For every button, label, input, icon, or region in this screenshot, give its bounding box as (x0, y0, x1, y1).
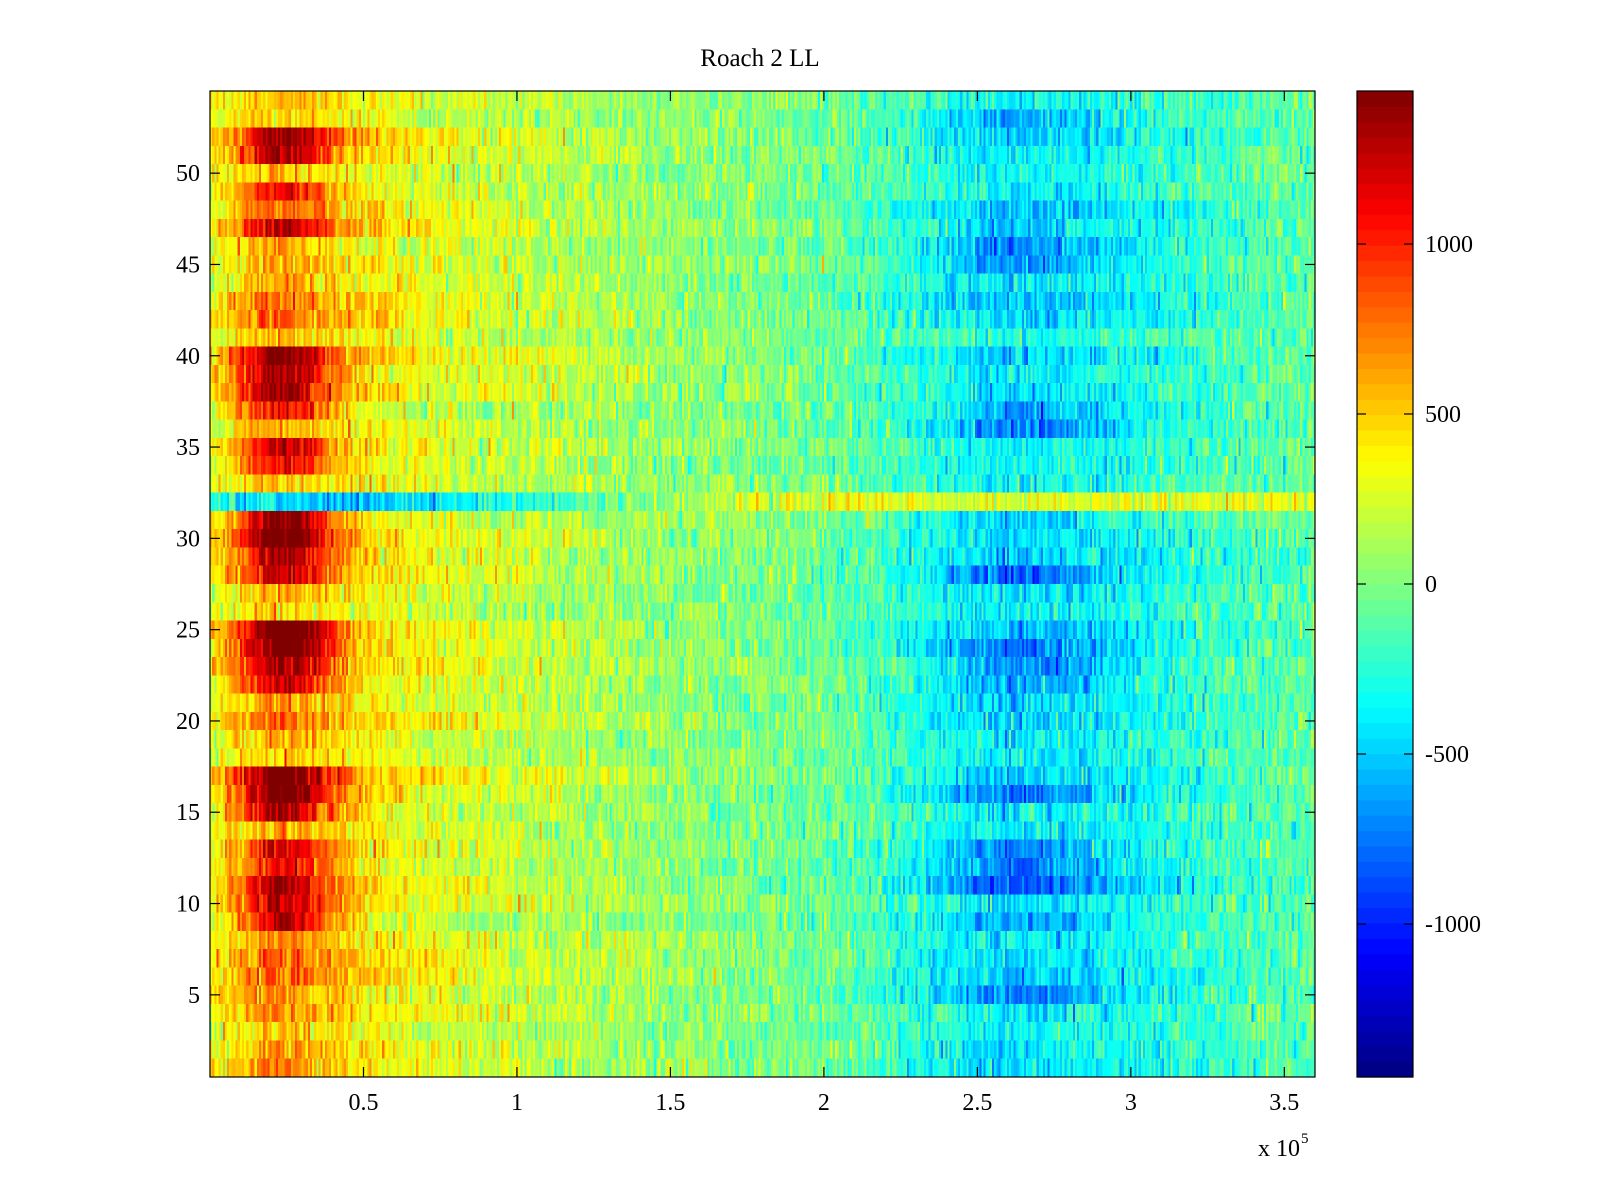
colorbar-swatch (1357, 953, 1413, 970)
colorbar-swatch (1357, 1061, 1413, 1078)
colorbar-swatch (1357, 984, 1413, 1001)
colorbar-swatch (1357, 214, 1413, 231)
x-tick-label: 0.5 (348, 1090, 378, 1116)
colorbar-tick-label: 1000 (1425, 232, 1473, 258)
colorbar-swatch (1357, 768, 1413, 785)
colorbar-swatch (1357, 460, 1413, 477)
colorbar-swatch (1357, 907, 1413, 924)
colorbar-swatch (1357, 245, 1413, 262)
colorbar-swatch (1357, 337, 1413, 354)
y-axis: 5 10 15 20 25 30 35 40 45 50 (176, 161, 1315, 1009)
colorbar-swatch (1357, 815, 1413, 832)
colorbar-swatch (1357, 414, 1413, 431)
colorbar-swatch (1357, 630, 1413, 647)
colorbar-swatch (1357, 306, 1413, 323)
colorbar-swatch (1357, 168, 1413, 185)
x-tick-label: 3 (1125, 1090, 1137, 1116)
colorbar-swatch (1357, 121, 1413, 138)
colorbar-tick-label: -1000 (1425, 912, 1481, 938)
y-tick-label: 35 (176, 435, 200, 461)
x-tick-label: 1.5 (655, 1090, 685, 1116)
colorbar-swatch (1357, 614, 1413, 631)
colorbar-swatch (1357, 922, 1413, 939)
colorbar-swatch (1357, 522, 1413, 539)
y-tick-label: 5 (188, 983, 200, 1009)
colorbar-swatch (1357, 753, 1413, 770)
colorbar-swatch (1357, 260, 1413, 277)
colorbar-swatch (1357, 553, 1413, 570)
colorbar-swatch (1357, 106, 1413, 123)
y-tick-label: 30 (176, 526, 200, 552)
colorbar-swatch (1357, 1015, 1413, 1032)
colorbar-swatch (1357, 322, 1413, 339)
colorbar-tick-label: -500 (1425, 742, 1469, 768)
colorbar-swatch (1357, 429, 1413, 446)
plot-frame (209, 90, 1316, 1078)
y-tick-label: 50 (176, 161, 200, 187)
colorbar-swatch (1357, 599, 1413, 616)
colorbar-tick-label: 0 (1425, 572, 1437, 598)
colorbar-swatch (1357, 183, 1413, 200)
colorbar-swatch (1357, 506, 1413, 523)
colorbar-swatch (1357, 645, 1413, 662)
colorbar-swatch (1357, 137, 1413, 154)
colorbar-swatch (1357, 229, 1413, 246)
colorbar-swatch (1357, 275, 1413, 292)
colorbar-swatch (1357, 399, 1413, 416)
colorbar-swatch (1357, 892, 1413, 909)
colorbar-axis: -1000 -500 0 500 1000 (1357, 232, 1481, 938)
colorbar-swatch (1357, 1046, 1413, 1063)
colorbar-swatch (1357, 198, 1413, 215)
colorbar-swatch (1357, 830, 1413, 847)
colorbar-swatch (1357, 152, 1413, 169)
colorbar-swatch (1357, 445, 1413, 462)
colorbar-swatch (1357, 352, 1413, 369)
colorbar-swatch (1357, 784, 1413, 801)
x-axis-multiplier: x 105 (1258, 1131, 1309, 1162)
colorbar (1357, 91, 1413, 1078)
colorbar-swatch (1357, 738, 1413, 755)
y-tick-label: 20 (176, 709, 200, 735)
colorbar-swatch (1357, 291, 1413, 308)
colorbar-swatch (1357, 568, 1413, 585)
colorbar-swatch (1357, 491, 1413, 508)
x-tick-label: 1 (511, 1090, 523, 1116)
colorbar-swatch (1357, 876, 1413, 893)
colorbar-swatch (1357, 722, 1413, 739)
colorbar-swatch (1357, 368, 1413, 385)
colorbar-swatch (1357, 938, 1413, 955)
colorbar-swatch (1357, 91, 1413, 108)
colorbar-swatch (1357, 383, 1413, 400)
x-tick-label: 2.5 (962, 1090, 992, 1116)
y-tick-label: 40 (176, 344, 200, 370)
heatmap-cells (210, 91, 1315, 1077)
colorbar-swatch (1357, 676, 1413, 693)
colorbar-swatch (1357, 845, 1413, 862)
x-axis-multiplier-exponent: 5 (1301, 1131, 1309, 1147)
y-tick-label: 15 (176, 800, 200, 826)
colorbar-swatch (1357, 691, 1413, 708)
y-tick-label: 10 (176, 892, 200, 918)
colorbar-swatch (1357, 999, 1413, 1016)
colorbar-swatch (1357, 799, 1413, 816)
colorbar-swatch (1357, 661, 1413, 678)
colorbar-swatch (1357, 969, 1413, 986)
x-axis-multiplier-base: x 10 (1258, 1136, 1300, 1162)
colorbar-swatch (1357, 476, 1413, 493)
chart-title: Roach 2 LL (700, 45, 819, 72)
colorbar-tick-label: 500 (1425, 402, 1461, 428)
colorbar-swatch (1357, 861, 1413, 878)
colorbar-swatch (1357, 537, 1413, 554)
y-tick-label: 25 (176, 618, 200, 644)
x-tick-label: 3.5 (1269, 1090, 1299, 1116)
colorbar-swatch (1357, 707, 1413, 724)
y-tick-label: 45 (176, 252, 200, 278)
colorbar-swatch (1357, 1030, 1413, 1047)
heatmap (210, 91, 1315, 1077)
x-axis: 0.5 1 1.5 2 2.5 3 3.5 (348, 91, 1299, 1116)
colorbar-swatch (1357, 584, 1413, 601)
x-tick-label: 2 (818, 1090, 830, 1116)
